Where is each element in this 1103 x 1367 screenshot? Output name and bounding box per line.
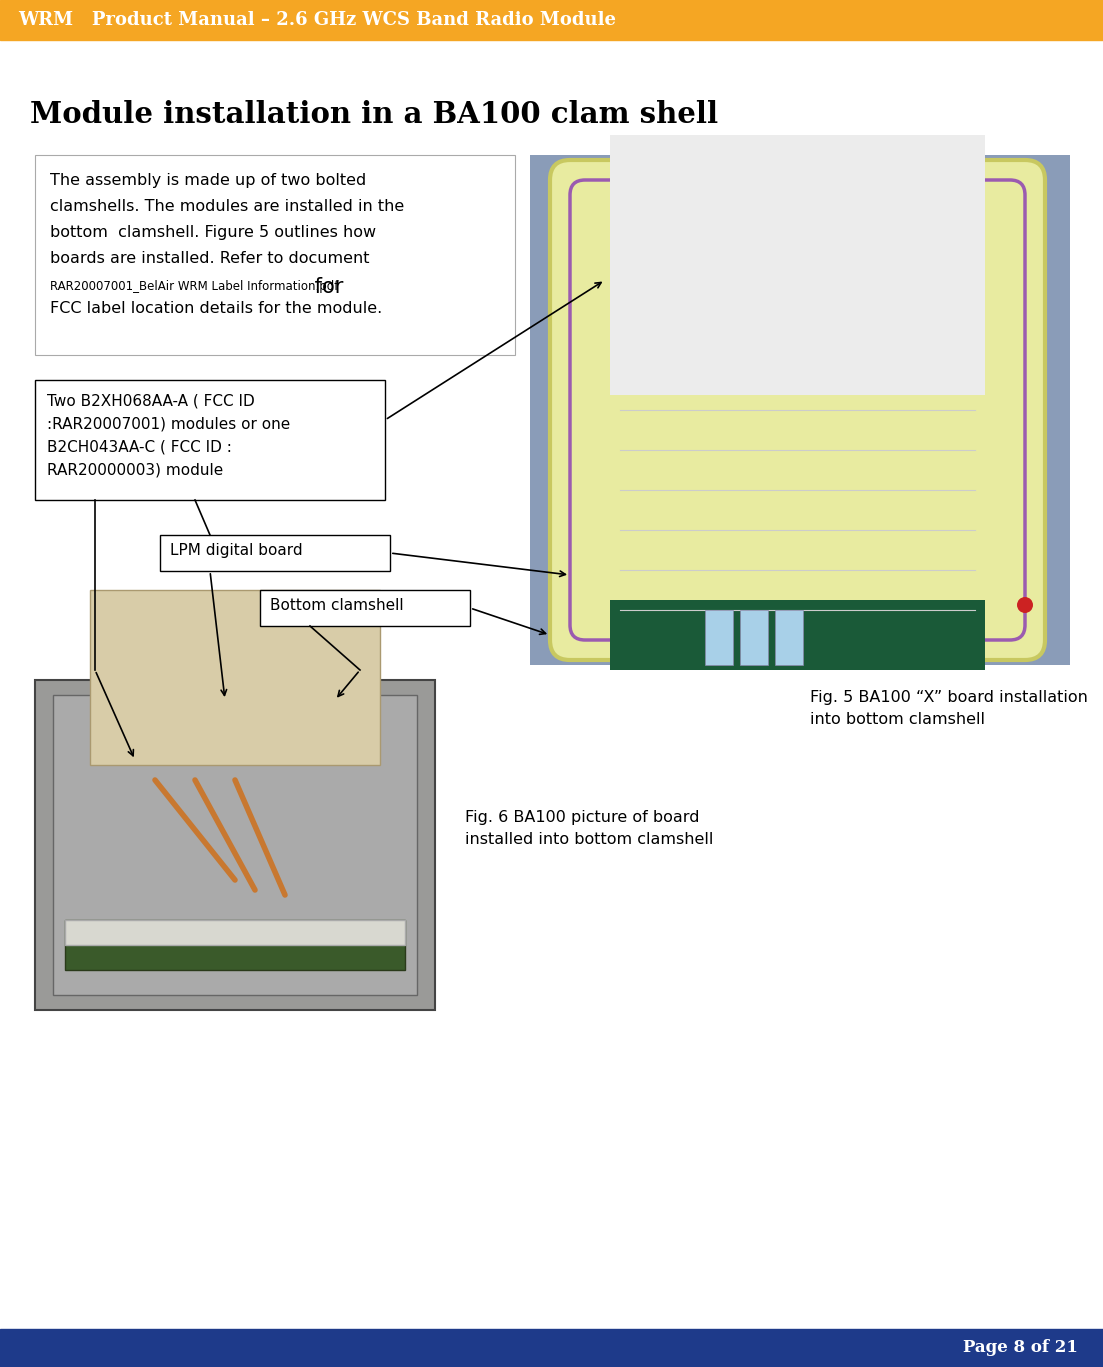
Text: for: for [308,278,343,297]
Bar [610,200,985,295]
Bar [0,0,1103,40]
Bar [610,600,985,670]
Bar [53,694,417,995]
Text: boards are installed. Refer to document: boards are installed. Refer to document [50,252,370,267]
Bar [0,1329,1103,1367]
Bar [35,154,515,355]
Bar [705,610,733,664]
Text: clamshells. The modules are installed in the: clamshells. The modules are installed in… [50,200,405,215]
Text: WRM   Product Manual – 2.6 GHz WCS Band Radio Module: WRM Product Manual – 2.6 GHz WCS Band Ra… [18,11,615,29]
Text: RAR20007001_BelAir WRM Label Information.pdf: RAR20007001_BelAir WRM Label Information… [50,280,339,293]
Text: The assembly is made up of two bolted: The assembly is made up of two bolted [50,174,366,189]
Bar [65,920,405,971]
Bar [740,610,768,664]
Bar [531,154,1070,664]
Text: FCC label location details for the module.: FCC label location details for the modul… [50,301,383,316]
Bar [260,591,470,626]
Text: Fig. 6 BA100 picture of board
installed into bottom clamshell: Fig. 6 BA100 picture of board installed … [465,811,714,848]
Bar [775,610,803,664]
Bar [160,534,390,571]
Text: bottom  clamshell. Figure 5 outlines how: bottom clamshell. Figure 5 outlines how [50,226,376,241]
Text: LPM digital board: LPM digital board [170,543,302,558]
Bar [610,135,985,395]
Text: Two B2XH068AA-A ( FCC ID
:RAR20007001) modules or one
B2CH043AA-C ( FCC ID :
RAR: Two B2XH068AA-A ( FCC ID :RAR20007001) m… [47,394,290,477]
Bar [35,679,435,1010]
Text: Module installation in a BA100 clam shell: Module installation in a BA100 clam shel… [30,100,718,128]
Bar [90,591,381,766]
Bar [65,920,405,945]
Text: Fig. 5 BA100 “X” board installation
into bottom clamshell: Fig. 5 BA100 “X” board installation into… [810,690,1088,727]
Bar [35,380,385,500]
Circle shape [1017,597,1034,612]
FancyBboxPatch shape [550,160,1045,660]
Text: Page 8 of 21: Page 8 of 21 [963,1340,1078,1356]
Text: Bottom clamshell: Bottom clamshell [270,597,404,612]
